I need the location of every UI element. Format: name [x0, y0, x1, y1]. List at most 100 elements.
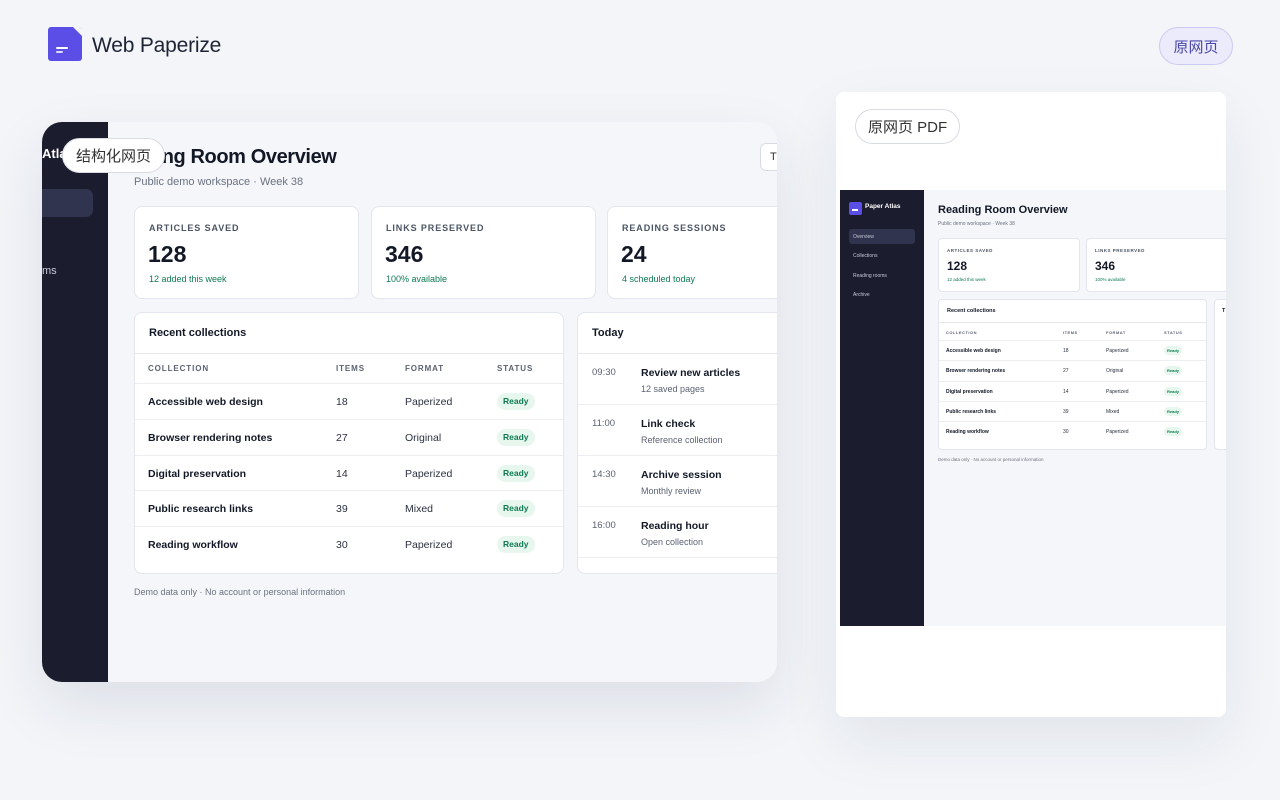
pdf-nav-item: Collections [853, 253, 878, 259]
table-row[interactable]: Digital preservation 14 Paperized Ready [135, 455, 563, 491]
stat-label: ARTICLES SAVED [947, 248, 993, 253]
cell-collection: Accessible web design [148, 396, 263, 408]
column-header-collection: COLLECTION [148, 364, 209, 373]
cell-format: Mixed [405, 503, 434, 515]
cell-items: 14 [336, 468, 348, 480]
schedule-time: 11:00 [592, 418, 616, 429]
pdf-page-subtitle: Public demo workspace · Week 38 [938, 221, 1015, 227]
panel-title: Recent collections [149, 327, 247, 339]
schedule-item[interactable]: 09:30 Review new articles 12 saved pages [578, 354, 777, 405]
pdf-today-panel: T [1214, 299, 1226, 450]
column-header: FORMAT [1106, 330, 1126, 335]
pdf-collections-panel: Recent collections COLLECTION ITEMS FORM… [938, 299, 1207, 450]
schedule-detail: 12 saved pages [641, 384, 705, 394]
recent-collections-panel: Recent collections COLLECTION ITEMS FORM… [134, 312, 564, 574]
cell-collection: Reading workflow [148, 539, 238, 551]
column-header-status: STATUS [497, 364, 534, 373]
cell-items: 18 [336, 396, 348, 408]
schedule-title: Review new articles [641, 367, 741, 379]
stat-card-links: LINKS PRESERVED 346 100% available [371, 206, 596, 299]
schedule-detail: Reference collection [641, 435, 723, 445]
cell-format: Paperized [405, 396, 453, 408]
cell-items: 27 [336, 432, 348, 444]
status-badge: Ready [497, 465, 535, 482]
cell-format: Mixed [1106, 409, 1120, 415]
stat-note: 12 added this week [149, 274, 227, 284]
sidebar: Atla ms [42, 122, 108, 682]
cell-collection: Browser rendering notes [946, 368, 1006, 374]
cell-format: Paperized [405, 468, 453, 480]
status-badge: Ready [1164, 366, 1183, 375]
status-badge: Ready [497, 500, 535, 517]
status-badge: Ready [1164, 346, 1183, 355]
page-title: ading Room Overview [134, 146, 337, 168]
stat-card-sessions: READING SESSIONS 24 4 scheduled today [607, 206, 777, 299]
table-row: Digital preservation 14 Paperized Ready [939, 381, 1206, 401]
stat-label: LINKS PRESERVED [1095, 248, 1145, 253]
column-header: ITEMS [1063, 330, 1078, 335]
page-subtitle: Public demo workspace · Week 38 [134, 176, 304, 188]
column-header: STATUS [1164, 330, 1183, 335]
schedule-title: Reading hour [641, 520, 709, 532]
pdf-footer: Demo data only · No account or personal … [938, 457, 1044, 462]
cell-format: Paperized [1106, 389, 1129, 395]
schedule-time: 16:00 [592, 520, 616, 531]
stat-card-articles: ARTICLES SAVED 128 12 added this week [134, 206, 359, 299]
stat-value: 346 [1095, 259, 1116, 273]
column-header-format: FORMAT [405, 364, 445, 373]
status-badge: Ready [497, 536, 535, 553]
table-row[interactable]: Reading workflow 30 Paperized Ready [135, 526, 563, 562]
stat-value: 128 [947, 259, 968, 273]
stat-label: LINKS PRESERVED [386, 223, 485, 233]
cell-format: Paperized [1106, 348, 1129, 354]
pdf-nav-item: Overview [853, 234, 874, 240]
table-row[interactable]: Public research links 39 Mixed Ready [135, 490, 563, 526]
stat-label: READING SESSIONS [622, 223, 727, 233]
pdf-main: Reading Room Overview Public demo worksp… [938, 190, 1226, 626]
app-title: Web Paperize [92, 34, 222, 57]
cell-collection: Public research links [946, 409, 997, 415]
original-page-button[interactable]: 原网页 [1159, 27, 1233, 65]
stat-label: ARTICLES SAVED [149, 223, 240, 233]
pdf-sidebar: Paper Atlas Overview Collections Reading… [840, 190, 924, 626]
schedule-detail: Monthly review [641, 486, 702, 496]
page-footer: Demo data only · No account or personal … [134, 587, 346, 597]
panel-title: T [1222, 308, 1226, 314]
column-header-items: ITEMS [336, 364, 365, 373]
pdf-page-title: Reading Room Overview [938, 204, 1068, 216]
panel-title: Recent collections [947, 308, 996, 314]
header-action-button[interactable]: T [760, 143, 777, 171]
cell-items: 39 [1063, 409, 1069, 415]
cell-format: Original [405, 432, 442, 444]
cell-collection: Digital preservation [148, 468, 247, 480]
schedule-detail: Open collection [641, 537, 704, 547]
schedule-time: 09:30 [592, 367, 616, 378]
cell-items: 14 [1063, 389, 1069, 395]
cell-items: 30 [1063, 429, 1069, 435]
schedule-time: 14:30 [592, 469, 616, 480]
pdf-stat-card: ARTICLES SAVED 128 12 added this week [938, 238, 1080, 292]
status-badge: Ready [1164, 387, 1183, 396]
table-row[interactable]: Browser rendering notes 27 Original Read… [135, 419, 563, 455]
structured-page-preview[interactable]: Atla ms 结构化网页 ading Room Overview Public… [42, 122, 777, 682]
stat-value: 346 [385, 241, 424, 267]
sidebar-item-reading-rooms[interactable]: ms [42, 265, 57, 277]
today-panel: Today 09:30 Review new articles 12 saved… [577, 312, 777, 574]
schedule-item[interactable]: 11:00 Link check Reference collection [578, 405, 777, 456]
table-row: Public research links 39 Mixed Ready [939, 401, 1206, 421]
cell-collection: Reading workflow [946, 429, 989, 435]
table-row[interactable]: Accessible web design 18 Paperized Ready [135, 383, 563, 419]
cell-items: 27 [1063, 368, 1069, 374]
schedule-item[interactable]: 16:00 Reading hour Open collection [578, 507, 777, 558]
table-row: Accessible web design 18 Paperized Ready [939, 340, 1206, 360]
cell-format: Paperized [405, 539, 453, 551]
app-logo-icon [48, 27, 82, 61]
sidebar-item-overview[interactable] [42, 189, 93, 217]
cell-items: 39 [336, 503, 348, 515]
schedule-item[interactable]: 14:30 Archive session Monthly review [578, 456, 777, 507]
pdf-nav-item: Archive [853, 292, 870, 298]
schedule-title: Link check [641, 418, 696, 430]
pdf-preview[interactable]: 原网页 PDF Paper Atlas Overview Collections… [836, 92, 1226, 717]
table-row: Reading workflow 30 Paperized Ready [939, 421, 1206, 441]
stat-note: 100% available [1095, 277, 1126, 282]
